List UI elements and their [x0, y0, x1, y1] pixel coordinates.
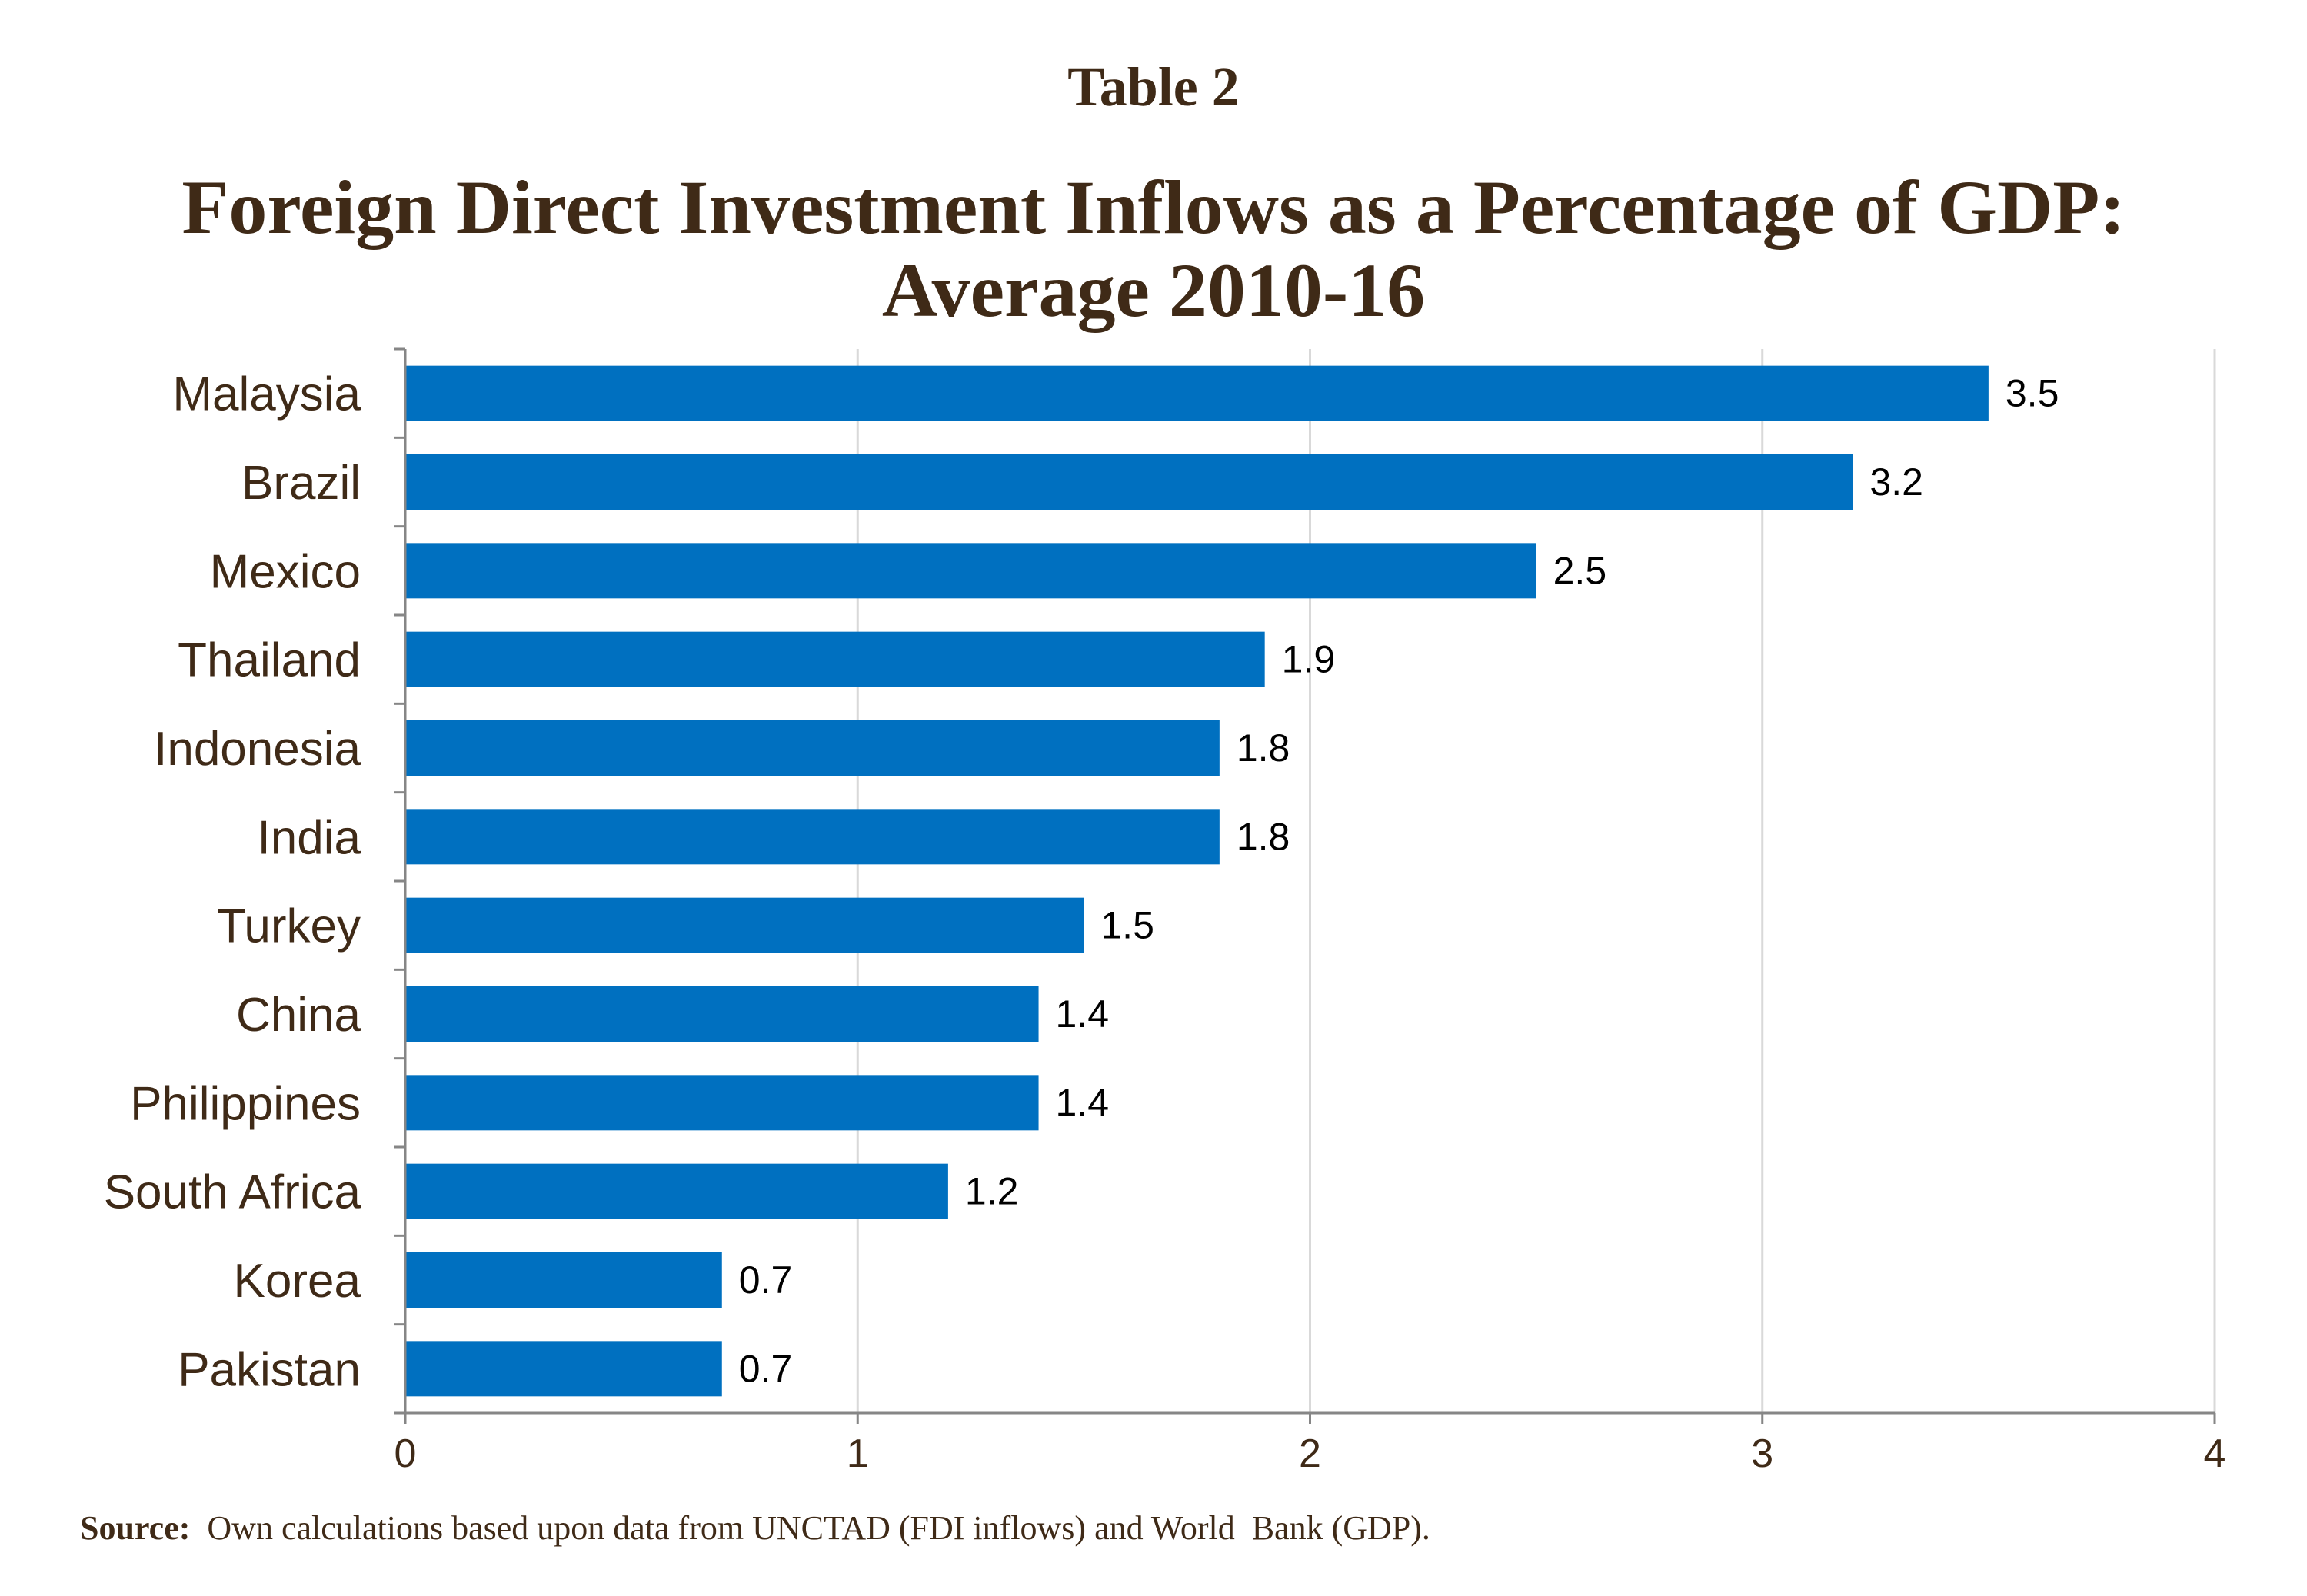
bar-korea: [405, 1252, 722, 1308]
category-label-turkey: Turkey: [217, 900, 361, 953]
chart-title: Foreign Direct Investment Inflows as a P…: [0, 166, 2307, 332]
category-label-philippines: Philippines: [130, 1077, 361, 1130]
category-label-malaysia: Malaysia: [172, 368, 361, 421]
category-label-india: India: [258, 811, 361, 864]
bar-india: [405, 809, 1220, 865]
data-label-turkey: 1.5: [1100, 904, 1154, 947]
data-label-south-africa: 1.2: [965, 1170, 1019, 1213]
data-label-malaysia: 3.5: [2006, 372, 2059, 415]
data-label-china: 1.4: [1056, 993, 1110, 1036]
data-label-thailand: 1.9: [1282, 638, 1336, 681]
bars: [405, 365, 1989, 1397]
x-tick-label-4: 4: [2204, 1431, 2226, 1476]
category-label-pakistan: Pakistan: [178, 1343, 361, 1396]
category-label-china: China: [236, 989, 361, 1042]
table-label: Table 2: [1067, 56, 1240, 118]
data-label-korea: 0.7: [739, 1259, 793, 1302]
chart-title-line-1: Foreign Direct Investment Inflows as a P…: [181, 165, 2126, 250]
labels: 3.5 Malaysia 3.2 Brazil 2.5 Mexico 1.9 Thailand…: [104, 368, 2226, 1476]
x-tick-label-2: 2: [1299, 1431, 1321, 1476]
x-tick-label-3: 3: [1751, 1431, 1773, 1476]
source-text: Own calculations based upon data from UN…: [190, 1509, 1430, 1547]
bar-pakistan: [405, 1341, 722, 1397]
category-label-korea: Korea: [234, 1255, 361, 1308]
category-label-brazil: Brazil: [241, 457, 361, 510]
bar-indonesia: [405, 720, 1220, 776]
bar-malaysia: [405, 365, 1989, 421]
category-label-thailand: Thailand: [178, 634, 361, 687]
gridlines: [856, 349, 2216, 1413]
data-label-brazil: 3.2: [1869, 461, 1923, 504]
source-note: Source: Own calculations based upon data…: [80, 1508, 1430, 1548]
bar-chart: 3.5 Malaysia 3.2 Brazil 2.5 Mexico 1.9 Thailand…: [104, 347, 2226, 1476]
x-tick-label-1: 1: [847, 1431, 869, 1476]
data-label-pakistan: 0.7: [739, 1347, 793, 1390]
bar-turkey: [405, 897, 1084, 953]
bar-south-africa: [405, 1163, 948, 1219]
data-label-philippines: 1.4: [1056, 1081, 1110, 1124]
category-label-south-africa: South Africa: [104, 1166, 361, 1219]
data-label-indonesia: 1.8: [1237, 727, 1290, 770]
data-label-india: 1.8: [1237, 815, 1290, 858]
bar-brazil: [405, 454, 1853, 510]
category-label-mexico: Mexico: [210, 545, 361, 598]
axes: [394, 347, 2216, 1424]
x-tick-label-0: 0: [394, 1431, 417, 1476]
bar-philippines: [405, 1075, 1039, 1131]
bar-mexico: [405, 543, 1536, 599]
source-label: Source:: [80, 1509, 191, 1547]
data-label-mexico: 2.5: [1553, 549, 1607, 592]
bar-thailand: [405, 631, 1265, 687]
bar-china: [405, 986, 1039, 1042]
chart-title-line-2: Average 2010-16: [881, 248, 1426, 333]
category-label-indonesia: Indonesia: [154, 723, 361, 776]
